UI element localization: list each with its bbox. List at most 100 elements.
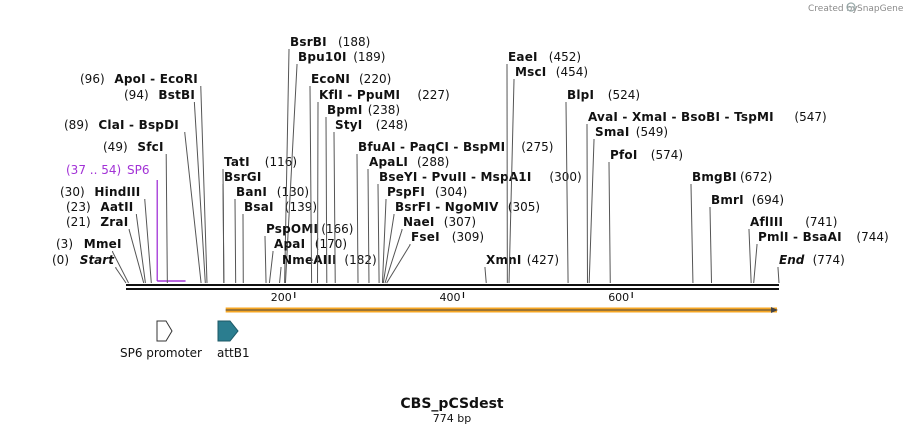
ruler-label-600: 600: [608, 291, 629, 304]
site-line-apali: [367, 169, 370, 284]
site-bseyi-pvuii-mspa1i[interactable]: BseYI - PvuII - MspA1I (300): [377, 170, 582, 284]
site-pos-blpi: (524): [608, 88, 640, 102]
site-pspfi[interactable]: PspFI (304): [381, 185, 467, 284]
credit-text: Created by: [808, 4, 858, 14]
site-name-fsei: FseI: [411, 230, 440, 244]
site-pos-styi: (248): [376, 118, 408, 132]
site-pos-clai-bspdi: (89): [64, 118, 89, 132]
site-mmei[interactable]: (3) MmeI: [56, 237, 129, 284]
site-bsai[interactable]: BsaI (139): [242, 200, 317, 284]
site-start[interactable]: (0) Start: [52, 253, 127, 284]
site-pos-bseyi-pvuii-mspa1i: (300): [549, 170, 581, 184]
site-line-bpu10i: [284, 64, 298, 284]
feature-sp6-promoter[interactable]: SP6 promoter: [120, 320, 202, 360]
site-pos-bani: (130): [277, 185, 309, 199]
site-pos-apali: (288): [417, 155, 449, 169]
site-bsrfi-ngomiv[interactable]: BsrFI - NgoMIV (305): [382, 200, 540, 284]
site-name-start: Start: [80, 253, 115, 267]
site-name-bpmi: BpmI: [327, 103, 363, 117]
site-aatii[interactable]: (23) AatII: [66, 200, 146, 284]
site-pos-smai: (549): [636, 125, 668, 139]
feature-attb1[interactable]: attB1: [217, 320, 250, 360]
site-pos-msci: (454): [556, 65, 588, 79]
site-line-xmni: [484, 267, 487, 284]
site-apoi-ecori[interactable]: (96) ApoI - EcoRI: [80, 72, 208, 284]
site-name-zrai: ZraI: [100, 215, 128, 229]
site-line-styi: [333, 132, 336, 284]
site-pmli-bsaai[interactable]: PmlI - BsaAI (744): [753, 230, 889, 284]
site-bsrgi[interactable]: BsrGI: [222, 170, 262, 284]
site-name-kfli-ppumi: KflI - PpuMI: [319, 88, 400, 102]
site-name-msci: MscI: [515, 65, 546, 79]
site-pos-fsei: (309): [452, 230, 484, 244]
site-end[interactable]: End (774): [777, 253, 845, 284]
site-bpu10i[interactable]: Bpu10I (189): [284, 50, 385, 284]
site-bsrbi[interactable]: BsrBI (188): [284, 35, 371, 284]
site-line-bani: [234, 199, 237, 284]
site-sp6[interactable]: (37 .. 54) SP6: [66, 163, 186, 282]
site-bstbi[interactable]: (94) BstBI: [124, 88, 206, 284]
site-line-naei: [384, 229, 403, 284]
site-sfci[interactable]: (49) SfcI: [103, 140, 168, 284]
site-pos-xmni: (427): [527, 253, 559, 267]
site-name-econi: EcoNI: [311, 72, 350, 86]
site-name-pspfi: PspFI: [387, 185, 425, 199]
site-blpi[interactable]: BlpI (524): [565, 88, 640, 284]
site-pspomi[interactable]: PspOMI (166): [264, 222, 353, 284]
ruler-label-200: 200: [271, 291, 292, 304]
site-name-avai-xmai-bsobi-tspmi: AvaI - XmaI - BsoBI - TspMI: [588, 110, 774, 124]
site-line-end: [777, 267, 780, 284]
site-naei[interactable]: NaeI (307): [384, 215, 476, 284]
site-pos-bpmi: (238): [368, 103, 400, 117]
site-pos-bsai: (139): [285, 200, 317, 214]
site-name-eaei: EaeI: [508, 50, 538, 64]
site-fsei[interactable]: FseI (309): [386, 230, 484, 284]
site-pos-nmeaiii: (182): [344, 253, 376, 267]
site-name-smai: SmaI: [595, 125, 630, 139]
site-bpmi[interactable]: BpmI (238): [325, 103, 400, 284]
site-zrai[interactable]: (21) ZraI: [66, 215, 145, 284]
site-eaei[interactable]: EaeI (452): [506, 50, 581, 284]
site-pos-pspomi: (166): [321, 222, 353, 236]
site-pos-kfli-ppumi: (227): [417, 88, 449, 102]
site-bmgbi[interactable]: BmgBI (672): [690, 170, 772, 284]
site-kfli-ppumi[interactable]: KflI - PpuMI (227): [317, 88, 450, 284]
site-line-start: [115, 267, 127, 284]
site-name-bpu10i: Bpu10I: [298, 50, 347, 64]
site-name-styi: StyI: [335, 118, 362, 132]
credit-brand: SnapGene: [857, 4, 904, 14]
site-apali[interactable]: ApaLI (288): [367, 155, 449, 284]
site-name-clai-bspdi: ClaI - BspDI: [98, 118, 179, 132]
site-tati[interactable]: TatI (116): [222, 155, 297, 284]
site-line-mmei: [112, 251, 129, 284]
site-line-zrai: [128, 229, 145, 284]
site-pos-naei: (307): [444, 215, 476, 229]
site-line-afliii: [748, 229, 752, 284]
orf-bar[interactable]: [225, 307, 778, 313]
site-bmri[interactable]: BmrI (694): [709, 193, 784, 284]
site-apai[interactable]: ApaI (170): [268, 237, 347, 284]
site-nmeaiii[interactable]: NmeAIII (182): [279, 253, 377, 284]
site-name-apali: ApaLI: [369, 155, 408, 169]
site-name-apoi-ecori: ApoI - EcoRI: [114, 72, 198, 86]
site-styi[interactable]: StyI (248): [333, 118, 408, 284]
site-pos-bmri: (694): [752, 193, 784, 207]
site-name-sfci: SfcI: [137, 140, 163, 154]
site-bani[interactable]: BanI (130): [234, 185, 309, 284]
sequence-title: CBS_pCSdest: [400, 396, 504, 412]
site-smai[interactable]: SmaI (549): [588, 125, 668, 284]
site-msci[interactable]: MscI (454): [508, 65, 588, 284]
site-bfuai-paqci-bspmi[interactable]: BfuAI - PaqCI - BspMI (275): [356, 140, 553, 284]
site-name-xmni: XmnI: [486, 253, 522, 267]
site-xmni[interactable]: XmnI (427): [484, 253, 559, 284]
site-avai-xmai-bsobi-tspmi[interactable]: AvaI - XmaI - BsoBI - TspMI (547): [586, 110, 827, 284]
site-pfoi[interactable]: PfoI (574): [608, 148, 683, 284]
site-clai-bspdi[interactable]: (89) ClaI - BspDI: [64, 118, 202, 284]
site-pos-bfuai-paqci-bspmi: (275): [521, 140, 553, 154]
site-hindiii[interactable]: (30) HindIII: [60, 185, 152, 284]
site-econi[interactable]: EcoNI (220): [309, 72, 391, 284]
site-name-bmgbi: BmgBI: [692, 170, 737, 184]
site-line-bseyi-pvuii-mspa1i: [377, 184, 380, 284]
site-afliii[interactable]: AflIII (741): [748, 215, 837, 284]
site-pos-afliii: (741): [805, 215, 837, 229]
